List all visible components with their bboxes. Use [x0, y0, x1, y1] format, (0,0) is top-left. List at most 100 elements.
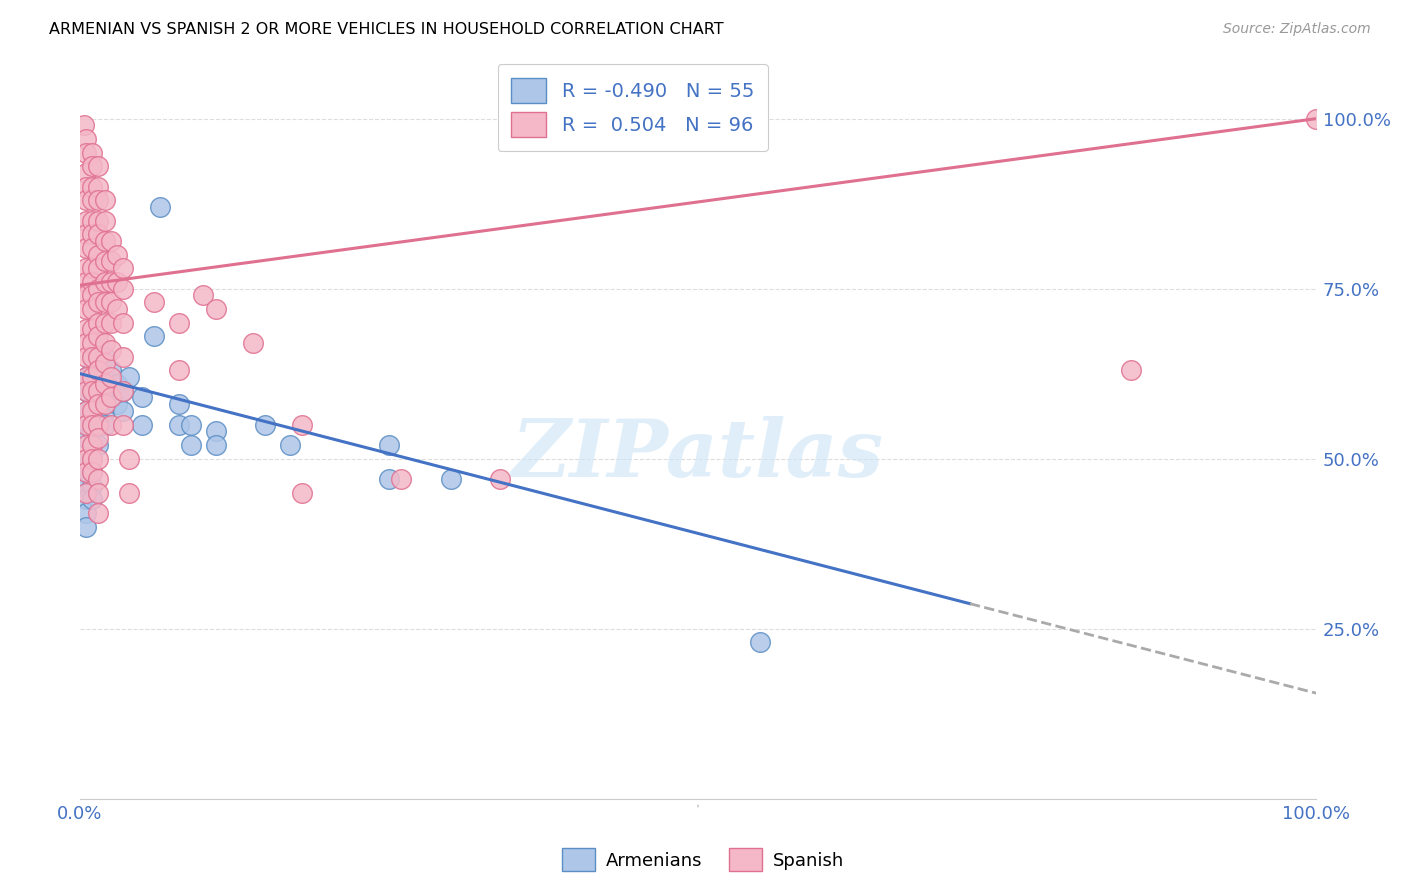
- Point: [143, 329, 166, 343]
- Point: [75, 479, 97, 493]
- Point: [82, 288, 104, 302]
- Point: [105, 247, 128, 261]
- Point: [100, 384, 122, 398]
- Point: [87, 261, 110, 276]
- Point: [82, 213, 104, 227]
- Point: [93, 275, 115, 289]
- Point: [87, 159, 110, 173]
- Text: ZIPatlas: ZIPatlas: [512, 416, 884, 493]
- Point: [112, 417, 135, 432]
- Point: [167, 363, 190, 377]
- Point: [93, 193, 115, 207]
- Point: [93, 234, 115, 248]
- Point: [75, 492, 97, 507]
- Point: [82, 479, 104, 493]
- Point: [105, 301, 128, 316]
- Point: [378, 438, 401, 452]
- Point: [82, 384, 104, 398]
- Text: ARMENIAN VS SPANISH 2 OR MORE VEHICLES IN HOUSEHOLD CORRELATION CHART: ARMENIAN VS SPANISH 2 OR MORE VEHICLES I…: [49, 22, 724, 37]
- Point: [87, 227, 110, 242]
- Point: [75, 132, 97, 146]
- Point: [87, 282, 110, 296]
- Point: [75, 404, 97, 418]
- Point: [440, 472, 463, 486]
- Point: [87, 356, 110, 370]
- Point: [180, 438, 202, 452]
- Point: [131, 417, 153, 432]
- Point: [87, 485, 110, 500]
- Point: [75, 350, 97, 364]
- Point: [75, 485, 97, 500]
- Point: [87, 295, 110, 310]
- Point: [748, 635, 770, 649]
- Point: [82, 336, 104, 351]
- Point: [87, 404, 110, 418]
- Point: [112, 404, 135, 418]
- Point: [93, 213, 115, 227]
- Point: [75, 519, 97, 533]
- Point: [93, 397, 115, 411]
- Point: [82, 451, 104, 466]
- Point: [87, 397, 110, 411]
- Point: [87, 350, 110, 364]
- Point: [75, 465, 97, 479]
- Point: [112, 384, 135, 398]
- Point: [75, 465, 97, 479]
- Point: [100, 275, 122, 289]
- Point: [167, 397, 190, 411]
- Point: [93, 356, 115, 370]
- Point: [205, 425, 228, 439]
- Point: [75, 506, 97, 520]
- Point: [75, 179, 97, 194]
- Point: [100, 254, 122, 268]
- Point: [75, 261, 97, 276]
- Point: [82, 301, 104, 316]
- Point: [131, 391, 153, 405]
- Point: [105, 275, 128, 289]
- Point: [118, 451, 141, 466]
- Point: [112, 384, 135, 398]
- Point: [82, 425, 104, 439]
- Legend: R = -0.490   N = 55, R =  0.504   N = 96: R = -0.490 N = 55, R = 0.504 N = 96: [498, 64, 768, 151]
- Point: [82, 397, 104, 411]
- Point: [87, 336, 110, 351]
- Point: [82, 275, 104, 289]
- Point: [93, 384, 115, 398]
- Point: [72, 119, 94, 133]
- Point: [112, 282, 135, 296]
- Point: [100, 417, 122, 432]
- Point: [75, 193, 97, 207]
- Point: [100, 295, 122, 310]
- Point: [87, 384, 110, 398]
- Point: [87, 431, 110, 445]
- Point: [87, 213, 110, 227]
- Point: [105, 397, 128, 411]
- Point: [82, 417, 104, 432]
- Point: [82, 438, 104, 452]
- Point: [75, 166, 97, 180]
- Point: [93, 316, 115, 330]
- Point: [100, 316, 122, 330]
- Point: [82, 465, 104, 479]
- Point: [87, 179, 110, 194]
- Point: [87, 506, 110, 520]
- Point: [205, 301, 228, 316]
- Point: [75, 451, 97, 466]
- Point: [82, 261, 104, 276]
- Point: [82, 241, 104, 255]
- Point: [82, 410, 104, 425]
- Point: [75, 451, 97, 466]
- Point: [82, 350, 104, 364]
- Point: [291, 417, 314, 432]
- Point: [167, 417, 190, 432]
- Point: [75, 145, 97, 160]
- Point: [193, 288, 215, 302]
- Point: [75, 241, 97, 255]
- Point: [254, 417, 277, 432]
- Point: [87, 247, 110, 261]
- Point: [82, 350, 104, 364]
- Point: [105, 376, 128, 391]
- Point: [87, 329, 110, 343]
- Point: [87, 417, 110, 432]
- Point: [205, 438, 228, 452]
